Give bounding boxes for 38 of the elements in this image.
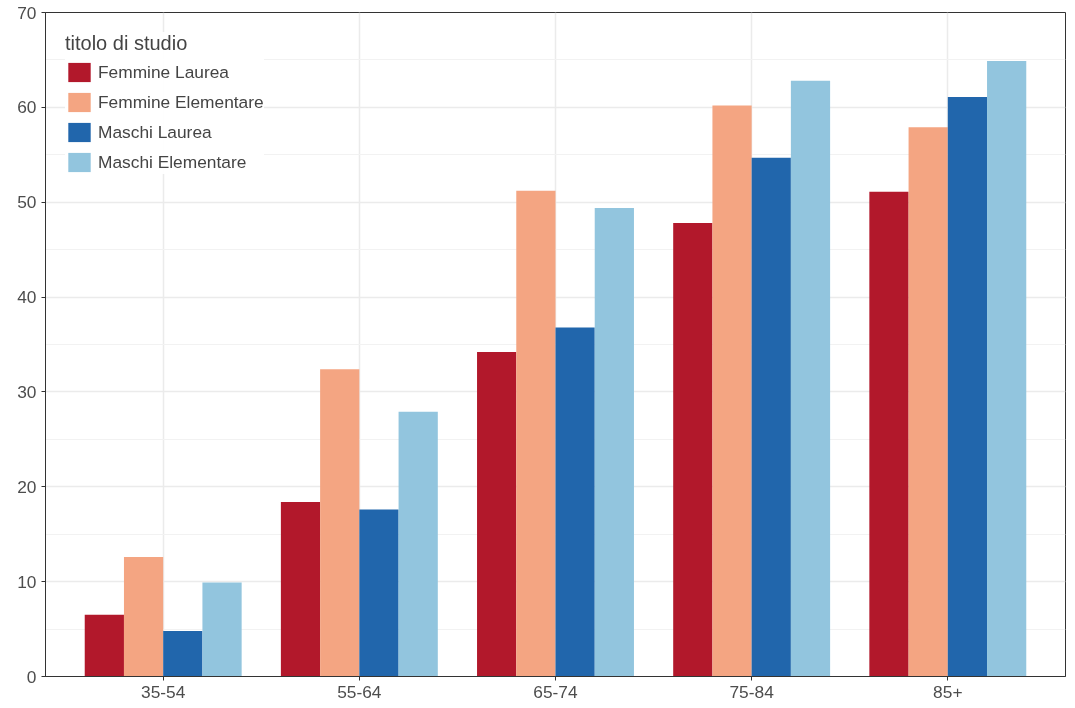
y-tick-label: 40 [17, 287, 37, 308]
bar [987, 60, 1027, 677]
legend-label: Femmine Laurea [98, 61, 229, 83]
legend-title: titolo di studio [65, 32, 189, 55]
bar [280, 501, 321, 677]
bar [594, 207, 634, 677]
y-tick-label: 70 [17, 2, 37, 23]
y-tick-label: 0 [26, 666, 37, 687]
x-tick-label: 85+ [933, 681, 963, 702]
legend-label: Maschi Elementare [98, 151, 247, 173]
x-tick-label: 65-74 [533, 681, 579, 702]
bar [398, 411, 438, 677]
bar [163, 630, 203, 677]
bar [555, 327, 595, 677]
bar [477, 352, 517, 677]
legend-label: Maschi Laurea [98, 121, 212, 143]
bar [202, 582, 242, 677]
bar [673, 223, 713, 677]
y-tick-label: 60 [17, 97, 37, 118]
bar [869, 191, 909, 677]
y-tick-label: 10 [17, 571, 37, 592]
y-tick-label: 30 [17, 381, 37, 402]
bar [320, 369, 360, 677]
bar [751, 157, 791, 677]
bar [908, 127, 948, 677]
y-tick-label: 50 [17, 192, 37, 213]
x-tick-label: 55-64 [337, 681, 382, 702]
x-tick-label: 75-84 [729, 681, 775, 702]
bar [359, 509, 399, 677]
bar [712, 105, 752, 677]
bar [123, 556, 164, 677]
legend-label: Femmine Elementare [98, 91, 264, 113]
bar [516, 190, 556, 677]
x-tick-label: 35-54 [141, 681, 186, 702]
bar [790, 80, 831, 677]
y-tick-label: 20 [17, 476, 37, 497]
bar [84, 614, 124, 677]
bar [947, 96, 988, 677]
